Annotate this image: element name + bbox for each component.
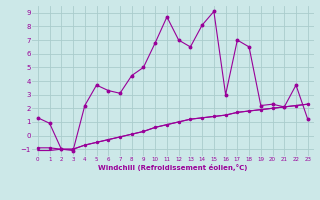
X-axis label: Windchill (Refroidissement éolien,°C): Windchill (Refroidissement éolien,°C)	[98, 164, 247, 171]
